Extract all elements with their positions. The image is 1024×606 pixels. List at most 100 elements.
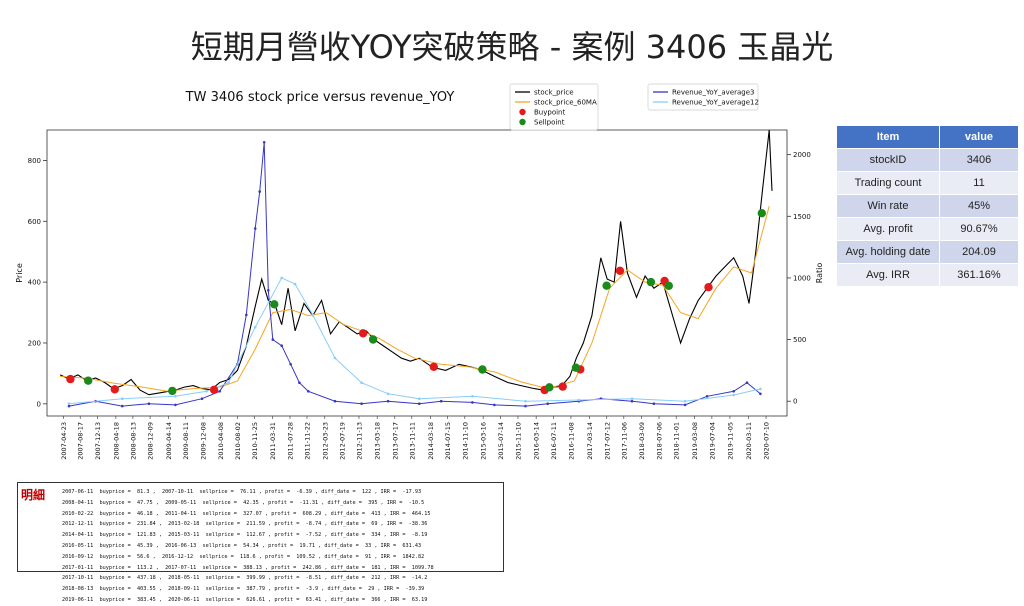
series-point — [253, 227, 257, 230]
legend-label: Revenue_YoY_average3 — [672, 89, 755, 97]
series-point — [705, 395, 709, 398]
x-tick-label: 2016-07-11 — [550, 422, 558, 460]
sell-point — [368, 335, 378, 344]
x-tick-label: 2015-07-14 — [497, 422, 505, 460]
buy-point — [209, 385, 219, 394]
table-row: stockID 3406 — [836, 148, 1019, 172]
legend-frame — [647, 83, 759, 111]
series-point — [289, 362, 292, 366]
series-line-stock_price_60MA — [60, 205, 770, 392]
detail-line: 2012-12-11 buyprice = 231.84 , 2013-02-1… — [62, 521, 428, 528]
legend-swatch-marker — [519, 118, 526, 126]
x-tick-label: 2009-04-14 — [165, 422, 173, 460]
legend-label: Sellpoint — [534, 119, 565, 127]
x-tick-label: 2007-04-23 — [60, 422, 68, 460]
series-point — [546, 402, 549, 406]
legend-label: Revenue_YoY_average12 — [672, 99, 759, 107]
series-point — [258, 190, 262, 193]
table-cell: 90.67% — [939, 217, 1019, 241]
series-point — [360, 381, 363, 385]
table-cell: 361.16% — [939, 263, 1019, 287]
x-tick-label: 2009-12-08 — [200, 422, 208, 460]
table-cell: Win rate — [836, 194, 940, 218]
y2-tick-label: 1000 — [793, 274, 811, 282]
x-tick-label: 2017-07-12 — [603, 422, 611, 460]
series-point — [524, 404, 527, 408]
x-tick-label: 2012-07-19 — [339, 422, 347, 460]
series-point — [262, 141, 266, 144]
series-point — [227, 381, 230, 385]
series-point — [67, 402, 71, 406]
series-point — [683, 399, 687, 403]
detail-line: 2014-04-11 buyprice = 121.83 , 2015-03-1… — [62, 532, 428, 539]
series-line-Revenue_YoY_average3 — [68, 142, 761, 407]
x-tick-label: 2017-03-14 — [586, 422, 594, 460]
x-tick-label: 2019-03-08 — [691, 422, 699, 460]
x-tick-label: 2019-07-04 — [708, 422, 716, 460]
series-point — [245, 313, 248, 317]
series-point — [121, 404, 124, 408]
sell-point — [84, 376, 93, 385]
detail-line: 2017-01-11 buyprice = 113.2 , 2017-07-11… — [62, 564, 434, 571]
series-point — [386, 392, 390, 396]
series-point — [271, 338, 275, 341]
series-line-Revenue_YoY_average12 — [68, 277, 761, 405]
detail-line: 2017-10-11 buyprice = 437.18 , 2018-05-1… — [62, 575, 428, 582]
sell-point — [168, 386, 177, 396]
series-point — [577, 398, 581, 402]
legend-right: Revenue_YoY_average3 Revenue_YoY_average1… — [647, 83, 759, 111]
buy-point — [110, 385, 120, 394]
stock-revenue-chart: TW 3406 stock price versus revenue_YOY 0… — [15, 83, 824, 460]
series-point — [439, 399, 443, 403]
sell-point — [602, 281, 611, 290]
y-tick-label: 200 — [28, 339, 41, 347]
plot-layer — [59, 129, 773, 408]
table-cell: stockID — [836, 148, 940, 172]
series-point — [333, 356, 337, 360]
table-cell: Trading count — [836, 171, 940, 195]
x-tick-label: 2008-12-09 — [147, 422, 155, 460]
trade-detail-box: 明細 2007-06-11 buyprice = 81.3 , 2007-10-… — [17, 482, 504, 603]
table-cell: Avg. IRR — [836, 263, 940, 287]
series-point — [471, 401, 474, 404]
detail-line: 2016-05-11 buyprice = 45.39 , 2016-06-13… — [62, 542, 422, 549]
x-tick-label: 2015-11-10 — [515, 422, 523, 460]
legend-left: stock_price stock_price_60MA Buypoint Sellp… — [509, 83, 599, 131]
series-point — [471, 395, 474, 398]
x-tick-label: 2014-03-18 — [427, 422, 435, 460]
x-tick-label: 2018-11-01 — [673, 422, 681, 460]
x-tick-label: 2016-11-08 — [568, 422, 576, 460]
series-point — [174, 403, 177, 407]
legend-label: stock_price — [534, 89, 574, 97]
x-tick-label: 2013-07-17 — [391, 422, 399, 460]
legend-label: Buypoint — [534, 109, 565, 117]
x-tick-label: 2015-03-16 — [480, 422, 488, 460]
y2-tick-label: 500 — [793, 336, 806, 344]
detail-line: 2007-06-11 buyprice = 81.3 , 2007-10-11 … — [62, 489, 422, 495]
x-tick-label: 2011-11-22 — [304, 422, 312, 460]
x-tick-label: 2011-07-28 — [287, 422, 295, 460]
series-point — [360, 402, 363, 406]
table-cell: Avg. profit — [836, 217, 940, 241]
series-point — [293, 282, 297, 286]
x-tick-label: 2011-03-31 — [269, 422, 277, 460]
detail-label: 明細 — [21, 488, 46, 502]
table-header-item: Item — [836, 125, 940, 149]
buy-point — [429, 362, 438, 371]
series-point — [732, 393, 735, 397]
y2-tick-label: 0 — [793, 398, 797, 406]
x-tick-label: 2007-08-17 — [77, 422, 85, 460]
x-tick-label: 2010-04-08 — [217, 422, 225, 460]
y-axis-label: Price — [15, 263, 24, 283]
table-row: Avg. holding date 204.09 — [836, 240, 1019, 264]
table-cell: 204.09 — [939, 240, 1019, 264]
sell-point — [664, 281, 673, 290]
series-point — [759, 392, 762, 396]
x-tick-label: 2009-08-11 — [182, 422, 190, 460]
series-point — [630, 399, 634, 403]
x-tick-label: 2013-11-11 — [408, 422, 416, 460]
y2-tick-label: 1500 — [793, 213, 811, 221]
legend-swatch-marker — [519, 108, 526, 116]
series-point — [732, 390, 735, 393]
series-point — [67, 404, 71, 408]
